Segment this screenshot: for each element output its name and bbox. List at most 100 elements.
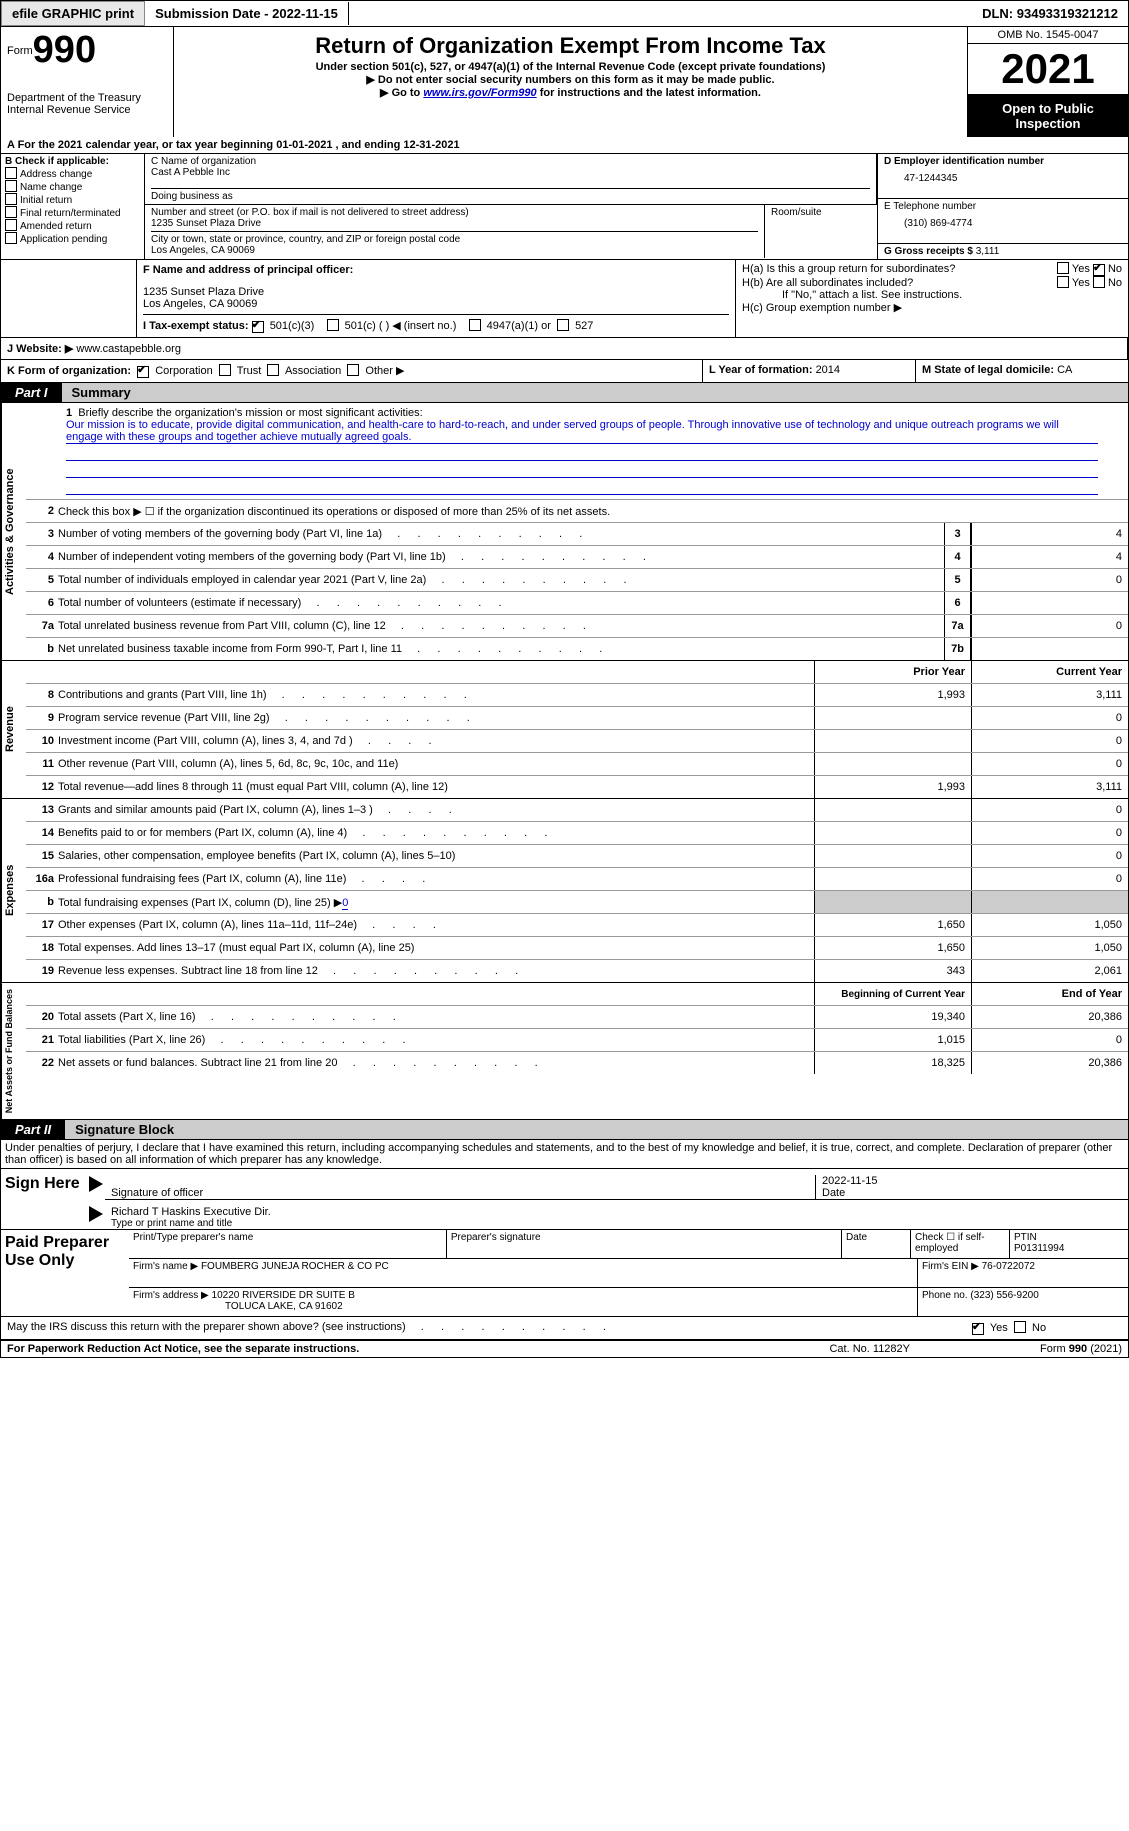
period-start: 01-01-2021 [276,139,332,151]
chk-pending[interactable] [5,232,17,244]
hdr-curr: Current Year [971,661,1128,683]
discuss-yes: Yes [990,1322,1008,1334]
sub-date-label: Submission Date - [155,6,272,21]
chk-discuss-no[interactable] [1014,1321,1026,1333]
l13-desc: Grants and similar amounts paid (Part IX… [58,802,814,818]
lbl-501c3: 501(c)(3) [270,320,315,332]
l8-curr: 3,111 [971,684,1128,706]
l22-prior: 18,325 [814,1052,971,1074]
l3-val: 4 [971,523,1128,545]
l7a-val: 0 [971,615,1128,637]
l14-curr: 0 [971,822,1128,844]
l12-desc: Total revenue—add lines 8 through 11 (mu… [58,779,814,795]
lbl-4947: 4947(a)(1) or [487,320,551,332]
firm-addr1: 10220 RIVERSIDE DR SUITE B [212,1290,355,1301]
l20-prior: 19,340 [814,1006,971,1028]
sign-here-label: Sign Here [1,1169,89,1229]
l20-desc: Total assets (Part X, line 16) [58,1009,814,1025]
hdr-beg: Beginning of Current Year [814,983,971,1005]
j-label: J Website: ▶ [7,343,73,355]
chk-amended[interactable] [5,219,17,231]
chk-4947[interactable] [469,319,481,331]
l7a-desc: Total unrelated business revenue from Pa… [58,618,944,634]
b-label: B Check if applicable: [5,156,140,167]
hb-note: If "No," attach a list. See instructions… [742,289,1122,301]
period-row: A For the 2021 calendar year, or tax yea… [0,137,1129,154]
submission-date: Submission Date - 2022-11-15 [145,2,349,25]
chk-trust[interactable] [219,364,231,376]
chk-501c3[interactable] [252,321,264,333]
chk-hb-no[interactable] [1093,276,1105,288]
vlabel-net: Net Assets or Fund Balances [1,983,26,1119]
section-d: D Employer identification number 47-1244… [877,154,1128,259]
irs-link[interactable]: www.irs.gov/Form990 [423,87,536,99]
hb-label: H(b) Are all subordinates included? [742,277,913,289]
chk-initial[interactable] [5,193,17,205]
l10-prior [814,730,971,752]
period-pre: A For the 2021 calendar year, or tax yea… [7,139,276,151]
footer-mid: Cat. No. 11282Y [823,1341,916,1357]
chk-name-change[interactable] [5,180,17,192]
type-name-label: Type or print name and title [111,1218,232,1229]
chk-501c[interactable] [327,319,339,331]
chk-final[interactable] [5,206,17,218]
room-label: Room/suite [771,207,871,218]
tel-label: E Telephone number [884,201,1122,212]
goto-post: for instructions and the latest informat… [537,87,761,99]
chk-assoc[interactable] [267,364,279,376]
triangle-icon [89,1176,103,1192]
l18-prior: 1,650 [814,937,971,959]
sig-disclaimer: Under penalties of perjury, I declare th… [1,1140,1128,1169]
l16a-prior [814,868,971,890]
l16b-val: 0 [342,897,348,910]
hdr-prior: Prior Year [814,661,971,683]
chk-discuss-yes[interactable] [972,1323,984,1335]
firm-ein: 76-0722072 [982,1261,1035,1272]
ptin-value: P01311994 [1014,1243,1064,1254]
l17-prior: 1,650 [814,914,971,936]
l16a-curr: 0 [971,868,1128,890]
l22-curr: 20,386 [971,1052,1128,1074]
dln-field: DLN: 93493319321212 [972,2,1128,25]
section-f: F Name and address of principal officer:… [137,260,735,337]
page-footer: For Paperwork Reduction Act Notice, see … [0,1341,1129,1358]
part1-header: Part I Summary [0,383,1129,403]
l22-desc: Net assets or fund balances. Subtract li… [58,1055,814,1071]
tax-year: 2021 [968,44,1128,94]
chk-hb-yes[interactable] [1057,276,1069,288]
chk-ha-yes[interactable] [1057,262,1069,274]
officer-addr1: 1235 Sunset Plaza Drive [143,286,729,298]
efile-print-button[interactable]: efile GRAPHIC print [1,1,145,26]
tel-value: (310) 869-4774 [884,212,1122,235]
lbl-initial: Initial return [20,195,72,206]
chk-ha-no[interactable] [1093,264,1105,276]
chk-corp[interactable] [137,366,149,378]
ha-label: H(a) Is this a group return for subordin… [742,263,955,275]
form-title: Return of Organization Exempt From Incom… [178,33,963,59]
l9-curr: 0 [971,707,1128,729]
l10-desc: Investment income (Part VIII, column (A)… [58,733,814,749]
l11-desc: Other revenue (Part VIII, column (A), li… [58,756,814,772]
period-mid: , and ending [332,139,403,151]
line-1: 1 Briefly describe the organization's mi… [26,403,1128,500]
l14-desc: Benefits paid to or for members (Part IX… [58,825,814,841]
org-name: Cast A Pebble Inc [151,167,870,178]
l18-curr: 1,050 [971,937,1128,959]
part2-title: Signature Block [65,1120,1128,1139]
chk-other[interactable] [347,364,359,376]
lbl-addr-change: Address change [20,169,92,180]
chk-addr-change[interactable] [5,167,17,179]
l21-prior: 1,015 [814,1029,971,1051]
hc-label: H(c) Group exemption number ▶ [742,301,1122,314]
goto-pre: ▶ Go to [380,87,423,99]
chk-527[interactable] [557,319,569,331]
firm-ein-label: Firm's EIN ▶ [922,1261,982,1272]
ha-yes: Yes [1072,263,1090,275]
street-label: Number and street (or P.O. box if mail i… [151,207,758,218]
l20-curr: 20,386 [971,1006,1128,1028]
l4-val: 4 [971,546,1128,568]
part2-num: Part II [1,1120,65,1139]
firm-addr2: TOLUCA LAKE, CA 91602 [133,1301,343,1312]
city-value: Los Angeles, CA 90069 [151,245,758,256]
firm-name: FOUMBERG JUNEJA ROCHER & CO PC [201,1261,389,1272]
